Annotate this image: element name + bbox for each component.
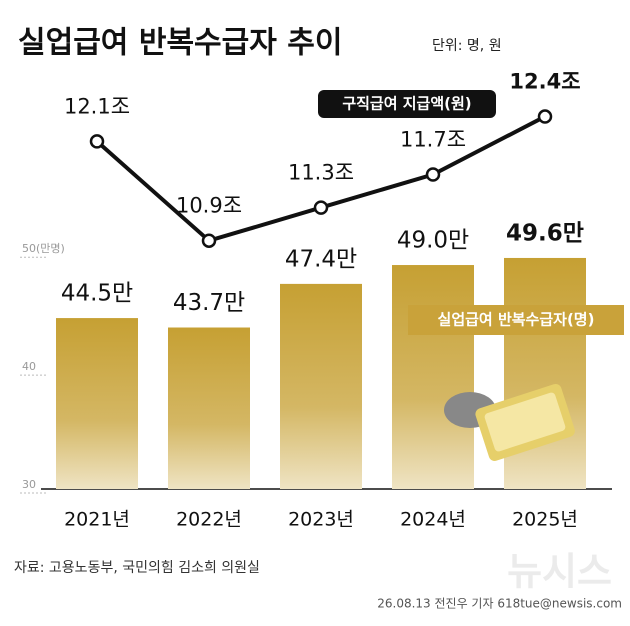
- line-marker: [201, 233, 217, 248]
- x-tick-label: 2024년: [400, 509, 466, 531]
- bar-value-label: 43.7만: [173, 290, 245, 316]
- unit-note: 단위: 명, 원: [432, 38, 502, 54]
- bar-legend-box: [408, 305, 624, 335]
- chart-title: 실업급여 반복수급자 추이: [18, 26, 343, 61]
- bar: [280, 283, 362, 489]
- plot: 30 40 50(만명) 2021년 2022년 2023년 2024년 2025년 44.5만…: [20, 70, 586, 531]
- credit: 26.08.13 전진우 기자 618tue@newsis.com: [377, 597, 622, 611]
- bar-value-label: 49.6만: [506, 220, 584, 246]
- line-value-label: 12.4조: [509, 70, 580, 94]
- line-marker: [89, 134, 105, 149]
- line-marker: [537, 109, 553, 124]
- line-legend: 구직급여 지급액(원): [342, 95, 471, 113]
- x-tick-label: 2023년: [288, 509, 354, 531]
- x-tick-label: 2022년: [176, 509, 242, 531]
- line-value-label: 10.9조: [176, 194, 242, 218]
- bar-legend: 실업급여 반복수급자(명): [438, 311, 595, 329]
- x-tick-label: 2021년: [64, 509, 130, 531]
- watermark: 뉴시스: [507, 550, 612, 594]
- bar: [168, 327, 250, 489]
- bar: [504, 257, 586, 489]
- source: 자료: 고용노동부, 국민의힘 김소희 의원실: [14, 560, 260, 576]
- bar-value-label: 47.4만: [285, 246, 357, 272]
- bar: [392, 265, 474, 489]
- y-tick-label: 30: [22, 478, 36, 491]
- line-value-label: 12.1조: [64, 94, 130, 118]
- bar-value-label: 49.0만: [397, 228, 469, 254]
- y-tick-label: 50(만명): [22, 242, 65, 255]
- banknote-face: [484, 392, 566, 452]
- x-tick-label: 2025년: [512, 509, 578, 531]
- y-tick-label: 40: [22, 360, 36, 373]
- line-value-label: 11.7조: [400, 127, 466, 151]
- bar: [56, 318, 138, 489]
- line-marker: [313, 200, 329, 215]
- money-illustration: [444, 383, 575, 461]
- line-value-label: 11.3조: [288, 161, 354, 185]
- line-legend-box: [318, 90, 496, 118]
- line-marker: [425, 167, 441, 182]
- bar-value-label: 44.5만: [61, 281, 133, 307]
